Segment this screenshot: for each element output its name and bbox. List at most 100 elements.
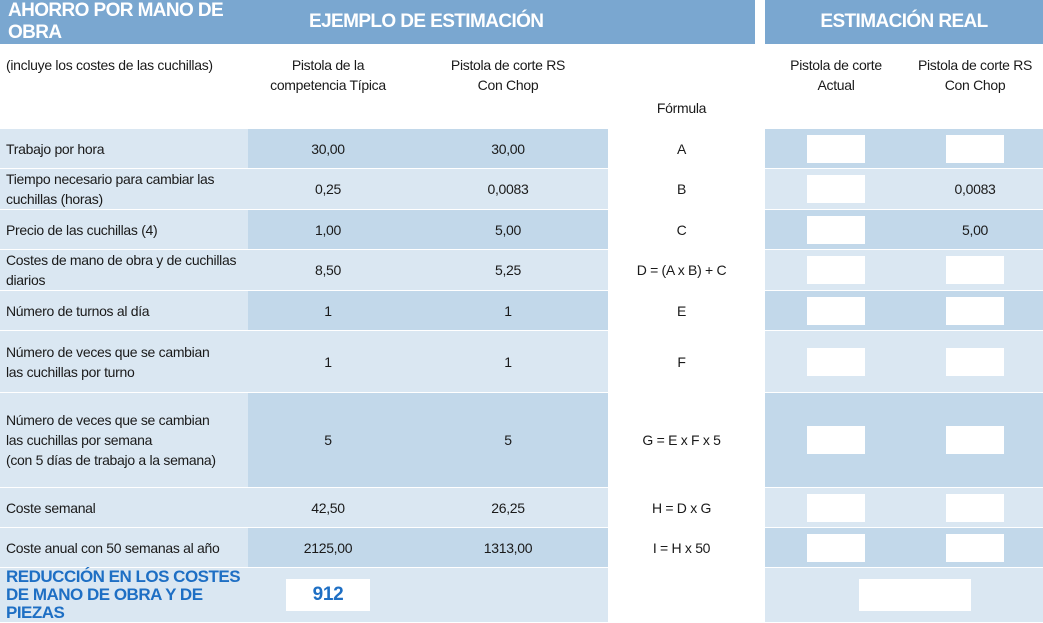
column-gap xyxy=(755,487,766,528)
rs-chop-value: 26,25 xyxy=(408,487,608,528)
actual-input[interactable] xyxy=(807,296,866,325)
subheader-competitor-line2: competencia Típica xyxy=(270,77,386,93)
formula-cell: F xyxy=(608,330,756,393)
competitor-value: 8,50 xyxy=(248,249,408,291)
formula-cell: H = D x G xyxy=(608,487,756,528)
real-rs-input[interactable] xyxy=(946,493,1005,522)
total-row: REDUCCIÓN EN LOS COSTES DE MANO DE OBRA … xyxy=(0,567,1043,623)
total-label-line1: REDUCCIÓN EN LOS COSTES xyxy=(6,567,241,586)
table-row: Precio de las cuchillas (4) 1,00 5,00 C 5,00 xyxy=(0,209,1043,250)
row-label: Precio de las cuchillas (4) xyxy=(0,209,248,250)
actual-input[interactable] xyxy=(807,493,866,522)
real-rs-cell: 0,0083 xyxy=(907,168,1043,210)
column-gap xyxy=(755,249,766,291)
actual-cell xyxy=(765,209,908,250)
real-rs-input[interactable] xyxy=(946,426,1005,454)
actual-cell xyxy=(765,392,908,488)
real-rs-cell xyxy=(907,249,1043,291)
subheader-rs-line2: Con Chop xyxy=(477,77,539,93)
total-label-line2: DE MANO DE OBRA Y DE PIEZAS xyxy=(6,585,203,622)
total-real-cell xyxy=(765,567,1043,623)
row-label: Trabajo por hora xyxy=(0,128,248,169)
header-labor-savings: AHORRO POR MANO DE OBRA xyxy=(0,0,248,45)
row-label-line: Tiempo necesario para cambiar las cuchil… xyxy=(6,171,215,207)
competitor-value: 1 xyxy=(248,290,408,331)
actual-input[interactable] xyxy=(807,426,866,454)
real-rs-value: 0,0083 xyxy=(954,181,996,197)
real-rs-cell xyxy=(907,128,1043,169)
row-label: Coste semanal xyxy=(0,487,248,528)
table-row: Número de veces que se cambian las cuchil… xyxy=(0,392,1043,488)
table-row: Número de veces que se cambian las cuchil… xyxy=(0,330,1043,393)
rs-chop-value: 1313,00 xyxy=(408,527,608,568)
actual-input[interactable] xyxy=(807,347,866,376)
real-rs-cell xyxy=(907,487,1043,528)
header-real-estimate: ESTIMACIÓN REAL xyxy=(765,0,1043,45)
formula-cell: B xyxy=(608,168,756,210)
subheader-competitor-line1: Pistola de la xyxy=(291,57,365,73)
subheader-actual: Pistola de corte Actual xyxy=(765,44,908,129)
competitor-value: 1,00 xyxy=(248,209,408,250)
competitor-value: 42,50 xyxy=(248,487,408,528)
competitor-value: 1 xyxy=(248,330,408,393)
competitor-value: 5 xyxy=(248,392,408,488)
real-rs-cell xyxy=(907,392,1043,488)
real-rs-cell xyxy=(907,330,1043,393)
formula-cell: A xyxy=(608,128,756,169)
header-row: AHORRO POR MANO DE OBRA EJEMPLO DE ESTIM… xyxy=(0,0,1043,45)
competitor-value: 2125,00 xyxy=(248,527,408,568)
row-label-line: Número de turnos al día xyxy=(6,302,150,319)
actual-cell xyxy=(765,330,908,393)
column-gap xyxy=(755,128,766,169)
row-label-line: Trabajo por hora xyxy=(6,140,105,157)
row-label-line: Número de veces que se cambian xyxy=(6,343,210,360)
row-label: Número de veces que se cambian las cuchil… xyxy=(0,330,248,393)
competitor-value: 30,00 xyxy=(248,128,408,169)
row-label-line: Precio de las cuchillas (4) xyxy=(6,221,158,238)
table-row: Tiempo necesario para cambiar las cuchil… xyxy=(0,168,1043,210)
real-rs-input[interactable] xyxy=(946,296,1005,325)
row-label-line: Número de veces que se cambian xyxy=(6,412,210,428)
formula-cell: E xyxy=(608,290,756,331)
real-rs-input[interactable] xyxy=(946,347,1005,376)
column-gap xyxy=(755,527,766,568)
column-gap xyxy=(755,290,766,331)
subheader-note: (incluye los costes de las cuchillas) xyxy=(0,44,248,129)
subheader-real-rs-line2: Con Chop xyxy=(944,77,1006,93)
row-label-line: las cuchillas por turno xyxy=(6,363,135,380)
actual-input[interactable] xyxy=(807,134,866,163)
row-label-line: Coste anual con 50 semanas al año xyxy=(6,539,220,556)
formula-cell: C xyxy=(608,209,756,250)
column-gap xyxy=(755,209,766,250)
rs-chop-value: 1 xyxy=(408,330,608,393)
actual-input[interactable] xyxy=(807,175,866,203)
subheader-actual-line1: Pistola de corte xyxy=(790,57,882,73)
real-rs-input[interactable] xyxy=(946,256,1005,284)
row-label: Número de veces que se cambian las cuchil… xyxy=(0,392,248,488)
subheader-real-rs: Pistola de corte RS Con Chop xyxy=(907,44,1043,129)
row-label-line: Costes de mano de obra y de cuchillas di… xyxy=(6,252,237,288)
actual-cell xyxy=(765,527,908,568)
real-rs-cell: 5,00 xyxy=(907,209,1043,250)
subheader-rs-line1: Pistola de corte RS xyxy=(450,57,566,73)
actual-input[interactable] xyxy=(807,215,866,244)
table-row: Coste semanal 42,50 26,25 H = D x G xyxy=(0,487,1043,528)
actual-cell xyxy=(765,128,908,169)
real-rs-cell xyxy=(907,527,1043,568)
table-row: Costes de mano de obra y de cuchillas di… xyxy=(0,249,1043,291)
real-rs-input[interactable] xyxy=(946,533,1005,562)
rs-chop-value: 5,00 xyxy=(408,209,608,250)
actual-cell xyxy=(765,168,908,210)
row-label: Coste anual con 50 semanas al año xyxy=(0,527,248,568)
rs-chop-value: 5 xyxy=(408,392,608,488)
total-real-input[interactable] xyxy=(859,579,972,611)
subheader-actual-line2: Actual xyxy=(817,77,855,93)
actual-input[interactable] xyxy=(807,533,866,562)
actual-cell xyxy=(765,249,908,291)
rs-chop-value: 30,00 xyxy=(408,128,608,169)
column-gap xyxy=(755,168,766,210)
subheader-competitor: Pistola de la competencia Típica xyxy=(248,44,408,129)
actual-input[interactable] xyxy=(807,256,866,284)
competitor-value: 0,25 xyxy=(248,168,408,210)
real-rs-input[interactable] xyxy=(946,134,1005,163)
